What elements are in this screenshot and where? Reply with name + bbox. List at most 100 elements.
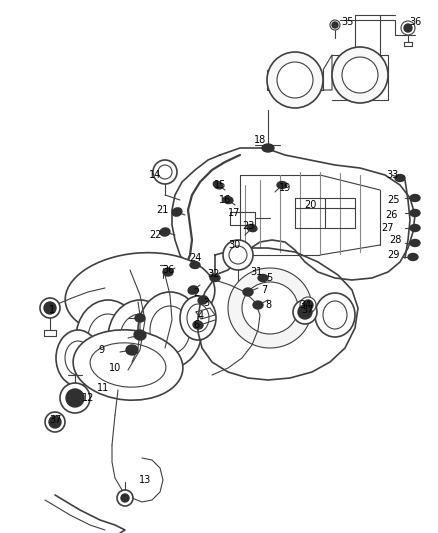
Circle shape (45, 412, 65, 432)
Circle shape (229, 246, 247, 264)
Circle shape (404, 24, 412, 32)
Ellipse shape (228, 268, 312, 348)
Text: 23: 23 (242, 221, 254, 231)
Ellipse shape (160, 228, 170, 236)
Ellipse shape (90, 343, 166, 387)
Text: 13: 13 (139, 475, 151, 485)
Circle shape (277, 62, 313, 98)
Text: 25: 25 (387, 195, 399, 205)
Ellipse shape (163, 268, 173, 276)
Ellipse shape (120, 314, 160, 362)
Ellipse shape (180, 296, 216, 340)
Ellipse shape (73, 330, 183, 400)
Circle shape (401, 21, 415, 35)
Ellipse shape (135, 314, 145, 322)
Ellipse shape (243, 288, 253, 296)
Text: 18: 18 (254, 135, 266, 145)
Circle shape (303, 300, 313, 310)
Circle shape (117, 490, 133, 506)
Circle shape (332, 47, 388, 103)
Ellipse shape (223, 197, 233, 204)
Text: 4: 4 (198, 311, 204, 321)
Text: 37: 37 (49, 415, 61, 425)
Text: 10: 10 (109, 363, 121, 373)
Text: 15: 15 (214, 180, 226, 190)
Ellipse shape (323, 301, 347, 329)
Text: 26: 26 (385, 210, 397, 220)
Text: 11: 11 (97, 383, 109, 393)
Text: 12: 12 (82, 393, 94, 403)
Circle shape (49, 416, 61, 428)
Ellipse shape (410, 195, 420, 201)
Ellipse shape (253, 301, 263, 309)
Text: 14: 14 (149, 170, 161, 180)
Text: 20: 20 (304, 200, 316, 210)
Ellipse shape (88, 314, 128, 362)
Circle shape (330, 20, 340, 30)
Text: 5: 5 (266, 273, 272, 283)
Ellipse shape (242, 282, 298, 334)
Circle shape (66, 389, 84, 407)
Text: 21: 21 (156, 205, 168, 215)
Circle shape (121, 494, 129, 502)
Ellipse shape (150, 306, 190, 354)
Ellipse shape (76, 300, 140, 376)
Ellipse shape (262, 144, 274, 152)
Ellipse shape (188, 286, 198, 294)
Circle shape (293, 300, 317, 324)
Ellipse shape (277, 182, 287, 189)
Text: 7: 7 (261, 285, 267, 295)
Text: 27: 27 (382, 223, 394, 233)
Ellipse shape (395, 174, 405, 182)
Circle shape (40, 298, 60, 318)
Text: 29: 29 (387, 250, 399, 260)
Circle shape (300, 297, 316, 313)
Text: 9: 9 (98, 345, 104, 355)
Text: 6: 6 (193, 320, 199, 330)
Ellipse shape (134, 330, 146, 340)
Text: 19: 19 (279, 183, 291, 193)
Ellipse shape (56, 330, 100, 386)
Text: 8: 8 (265, 300, 271, 310)
Ellipse shape (247, 224, 257, 232)
Ellipse shape (410, 209, 420, 216)
Text: 22: 22 (149, 230, 161, 240)
Ellipse shape (138, 292, 202, 368)
Text: 37: 37 (302, 305, 314, 315)
Text: 32: 32 (208, 269, 220, 279)
Ellipse shape (198, 296, 208, 304)
Circle shape (60, 383, 90, 413)
Text: 31: 31 (250, 267, 262, 277)
Text: 24: 24 (189, 253, 201, 263)
Ellipse shape (108, 300, 172, 376)
Ellipse shape (315, 293, 355, 337)
Text: 36: 36 (409, 17, 421, 27)
Ellipse shape (410, 239, 420, 246)
Circle shape (44, 302, 56, 314)
Ellipse shape (408, 254, 418, 261)
Circle shape (158, 165, 172, 179)
Circle shape (332, 22, 338, 28)
Text: 34: 34 (299, 300, 311, 310)
Text: 35: 35 (342, 17, 354, 27)
Ellipse shape (187, 304, 209, 332)
Ellipse shape (65, 253, 215, 337)
Ellipse shape (410, 224, 420, 231)
Ellipse shape (65, 341, 91, 375)
Ellipse shape (172, 208, 182, 216)
Circle shape (342, 57, 378, 93)
Text: 1: 1 (49, 305, 55, 315)
Text: 33: 33 (386, 170, 398, 180)
Ellipse shape (213, 181, 223, 189)
Circle shape (223, 240, 253, 270)
Circle shape (267, 52, 323, 108)
Ellipse shape (210, 274, 220, 281)
Text: 3: 3 (203, 298, 209, 308)
Text: 28: 28 (389, 235, 401, 245)
Text: 16: 16 (219, 195, 231, 205)
Circle shape (153, 160, 177, 184)
Text: 36: 36 (162, 265, 174, 275)
Ellipse shape (126, 345, 138, 355)
Text: 2: 2 (193, 288, 199, 298)
Ellipse shape (190, 262, 200, 269)
